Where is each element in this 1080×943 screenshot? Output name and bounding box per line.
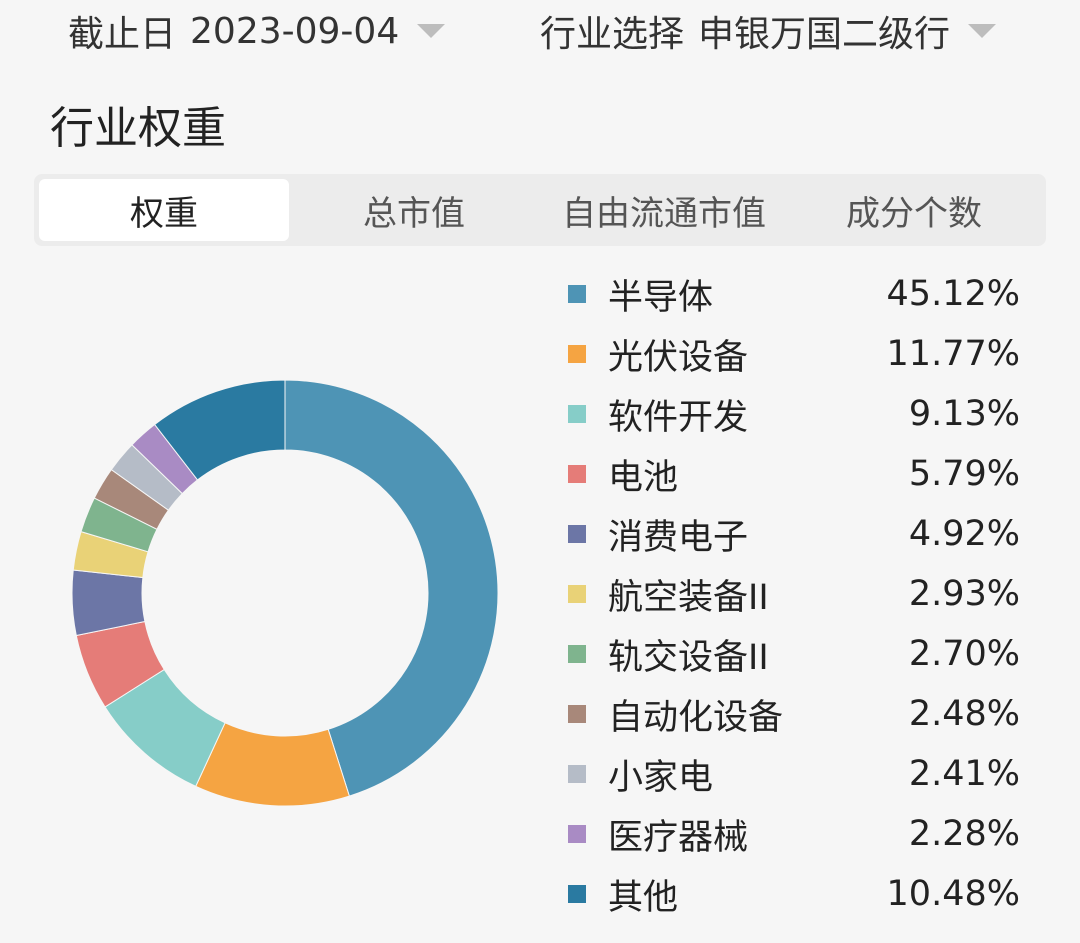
legend-value: 4.92%	[908, 514, 1020, 554]
legend-item[interactable]: 自动化设备 2.48%	[560, 684, 1030, 744]
legend-label: 自动化设备	[608, 697, 784, 738]
legend-swatch	[568, 765, 586, 783]
legend-item[interactable]: 软件开发 9.13%	[560, 384, 1030, 444]
tab-constituent-count[interactable]: 成分个数	[846, 193, 982, 234]
legend-swatch	[568, 465, 586, 483]
date-filter-value: 2023-09-04	[190, 10, 400, 52]
legend-item[interactable]: 半导体 45.12%	[560, 264, 1030, 324]
section-title: 行业权重	[50, 103, 226, 154]
legend-label: 软件开发	[608, 397, 749, 438]
legend-value: 9.13%	[908, 394, 1020, 434]
donut-slice-0[interactable]	[284, 379, 499, 797]
legend-swatch	[568, 525, 586, 543]
legend-swatch	[568, 645, 586, 663]
date-filter-label: 截止日	[68, 14, 177, 55]
legend-swatch	[568, 825, 586, 843]
legend-value: 2.41%	[908, 754, 1020, 794]
donut-slice-10[interactable]	[153, 379, 286, 481]
tab-free-float-market-cap[interactable]: 自由流通市值	[562, 193, 766, 234]
metric-tab-bar: 权重 总市值 自由流通市值 成分个数	[34, 174, 1046, 246]
legend-value: 2.93%	[908, 574, 1020, 614]
date-filter-dropdown[interactable]: 截止日 2023-09-04	[68, 6, 446, 56]
legend-item[interactable]: 小家电 2.41%	[560, 744, 1030, 804]
filter-bar: 截止日 2023-09-04 行业选择 申银万国二级行	[0, 0, 1080, 62]
industry-filter-value: 申银万国二级行	[698, 14, 951, 55]
legend-value: 2.48%	[908, 694, 1020, 734]
legend-label: 电池	[608, 457, 679, 498]
legend-label: 其他	[608, 877, 679, 918]
industry-filter-label: 行业选择	[540, 14, 685, 55]
legend-value: 2.70%	[908, 634, 1020, 674]
tab-weight[interactable]: 权重	[39, 179, 289, 241]
legend-label: 消费电子	[608, 517, 749, 558]
tab-total-market-cap[interactable]: 总市值	[363, 193, 465, 234]
legend-swatch	[568, 585, 586, 603]
legend-item[interactable]: 其他 10.48%	[560, 864, 1030, 924]
legend-value: 5.79%	[908, 454, 1020, 494]
chevron-down-icon	[417, 24, 446, 38]
legend-value: 45.12%	[886, 274, 1020, 314]
legend-label: 医疗器械	[608, 817, 749, 858]
legend-swatch	[568, 405, 586, 423]
legend-item[interactable]: 轨交设备II 2.70%	[560, 624, 1030, 684]
legend-item[interactable]: 光伏设备 11.77%	[560, 324, 1030, 384]
legend-item[interactable]: 医疗器械 2.28%	[560, 804, 1030, 864]
donut-chart	[71, 379, 499, 807]
legend-label: 光伏设备	[608, 337, 749, 378]
legend-item[interactable]: 航空装备II 2.93%	[560, 564, 1030, 624]
legend-item[interactable]: 消费电子 4.92%	[560, 504, 1030, 564]
legend-value: 10.48%	[886, 874, 1020, 914]
legend-value: 2.28%	[908, 814, 1020, 854]
legend-swatch	[568, 705, 586, 723]
legend-value: 11.77%	[886, 334, 1020, 374]
industry-filter-dropdown[interactable]: 行业选择 申银万国二级行	[540, 6, 997, 56]
legend-item[interactable]: 电池 5.79%	[560, 444, 1030, 504]
legend-label: 半导体	[608, 277, 714, 318]
legend-swatch	[568, 345, 586, 363]
legend-swatch	[568, 885, 586, 903]
chevron-down-icon	[968, 24, 997, 38]
legend-label: 航空装备II	[608, 577, 769, 618]
legend-label: 小家电	[608, 757, 714, 798]
legend-label: 轨交设备II	[608, 637, 769, 678]
legend-swatch	[568, 285, 586, 303]
